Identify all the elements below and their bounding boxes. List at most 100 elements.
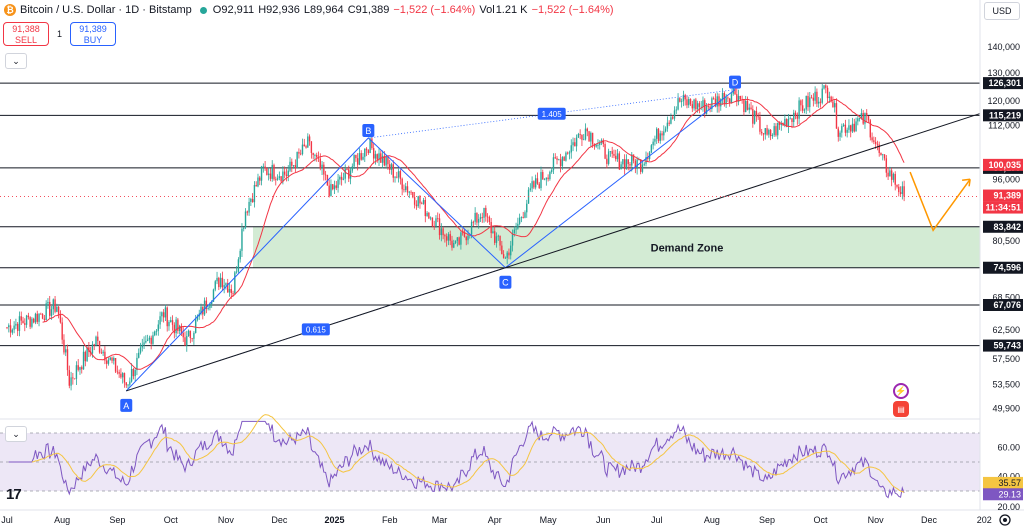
price-tick: 53,500 [992, 379, 1020, 389]
collapse-legend-button[interactable]: ⌄ [5, 53, 27, 69]
level-tag-6-bg [983, 339, 1023, 352]
symbol-title[interactable]: Bitcoin / U.S. Dollar · 1D · Bitstamp [20, 4, 192, 16]
candle [415, 200, 418, 210]
sell-button[interactable]: 91,388 SELL [3, 22, 49, 46]
candle [41, 313, 44, 320]
candle [355, 154, 357, 162]
candle [47, 298, 49, 309]
candle [214, 279, 216, 292]
candle [267, 167, 270, 181]
candle [817, 96, 820, 108]
candle [97, 331, 99, 346]
time-tick: Dec [271, 515, 288, 525]
candle [251, 193, 254, 203]
candle [506, 250, 508, 265]
candle [476, 212, 478, 226]
candle [292, 165, 295, 169]
candle [362, 153, 364, 161]
candle [113, 356, 115, 365]
candle [899, 186, 902, 196]
candle [743, 99, 745, 116]
buy-button[interactable]: 91,389 BUY [70, 22, 117, 46]
candle [105, 357, 108, 369]
candle [579, 129, 581, 140]
price-tick: 68,500 [992, 293, 1020, 303]
candle [494, 226, 496, 246]
candle [588, 130, 590, 142]
news-icon[interactable]: ▤ [893, 401, 909, 417]
ai-assistant-icon[interactable]: ⚡ [893, 383, 909, 399]
candle [157, 320, 159, 336]
candle [114, 357, 117, 373]
candle [18, 311, 21, 337]
time-tick: Aug [54, 515, 70, 525]
candle [182, 327, 184, 342]
candle [739, 95, 742, 101]
candle [239, 248, 241, 263]
candle [273, 163, 275, 181]
candle [481, 212, 483, 223]
candle [104, 346, 106, 365]
candle [745, 95, 747, 113]
candle [542, 169, 544, 180]
candle [789, 116, 791, 120]
candle [29, 316, 31, 330]
candle [324, 170, 327, 181]
candle [248, 197, 250, 216]
buy-label: BUY [83, 35, 103, 45]
candle [433, 220, 435, 231]
rsi-ma-tag: 35.57 [998, 478, 1021, 488]
candle [709, 104, 711, 113]
candle [453, 239, 455, 249]
candle [246, 210, 248, 216]
candle [351, 163, 354, 173]
time-tick: Nov [218, 515, 235, 525]
candle [536, 172, 539, 185]
candle [98, 340, 101, 354]
candle [380, 150, 382, 163]
candle [616, 149, 619, 162]
candle [392, 160, 394, 183]
candle [283, 166, 286, 179]
candle [773, 122, 775, 137]
candle [134, 367, 136, 382]
candle [72, 372, 74, 385]
candle [812, 93, 815, 107]
candle [550, 167, 553, 174]
candle [280, 176, 282, 184]
candle [780, 120, 782, 131]
candle [389, 159, 391, 174]
candle [465, 235, 467, 246]
candle [753, 110, 756, 125]
time-axis[interactable]: Jul Aug Sep Oct Nov Dec 2025 Feb Mar Apr May Jun Jul… [1, 515, 991, 525]
sell-label: SELL [14, 35, 38, 45]
candle [511, 229, 514, 252]
candle [431, 217, 434, 228]
candle [11, 328, 14, 335]
candle [162, 309, 165, 323]
candle [123, 372, 126, 388]
candle [746, 96, 749, 111]
currency-selector[interactable]: USD [984, 2, 1020, 20]
settings-icon[interactable] [999, 514, 1011, 526]
candle [737, 89, 740, 106]
price-axis[interactable]: 140,000 130,000 120,000 112,000 96,000 80,500… [987, 42, 1020, 512]
projection-arrowhead [962, 178, 971, 187]
candle [866, 109, 868, 122]
time-tick: Sep [109, 515, 125, 525]
candle [565, 151, 567, 162]
candle [495, 232, 498, 248]
candle [561, 156, 564, 170]
candle [761, 128, 763, 136]
rsi-tick: 60.00 [997, 443, 1020, 453]
pivot-text-c: C [502, 278, 509, 288]
candle [102, 349, 104, 357]
candle [775, 123, 777, 137]
candle [154, 330, 156, 337]
candle [339, 175, 341, 185]
candle [57, 306, 60, 319]
candle [757, 112, 759, 120]
collapse-rsi-button[interactable]: ⌄ [5, 426, 27, 442]
candle [488, 215, 491, 225]
